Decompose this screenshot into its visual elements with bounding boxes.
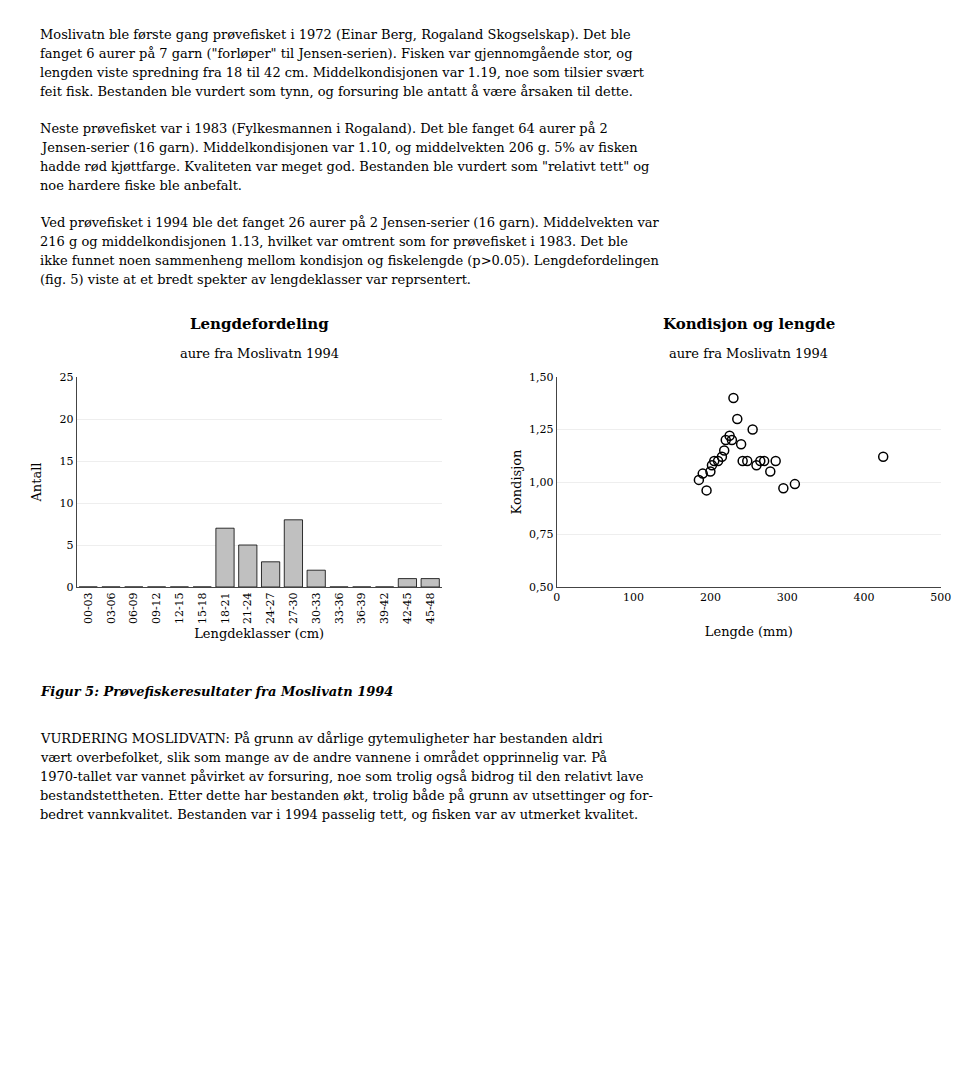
svg-text:200: 200 xyxy=(700,591,721,604)
svg-text:Kondisjon og lengde: Kondisjon og lengde xyxy=(663,315,835,333)
svg-text:39-42: 39-42 xyxy=(378,592,391,624)
svg-text:aure fra Moslivatn 1994: aure fra Moslivatn 1994 xyxy=(669,346,828,361)
svg-text:VURDERING MOSLIDVATN: På grunn: VURDERING MOSLIDVATN: På grunn av dårlig… xyxy=(40,731,603,746)
svg-text:20: 20 xyxy=(60,413,74,426)
svg-text:15-18: 15-18 xyxy=(196,592,209,624)
svg-text:500: 500 xyxy=(930,591,951,604)
svg-text:30-33: 30-33 xyxy=(310,592,323,624)
svg-text:1,25: 1,25 xyxy=(529,423,554,436)
svg-text:feit fisk. Bestanden ble vurde: feit fisk. Bestanden ble vurdert som tyn… xyxy=(40,84,633,99)
svg-text:0,75: 0,75 xyxy=(529,528,554,541)
svg-text:24-27: 24-27 xyxy=(264,592,277,624)
svg-text:10: 10 xyxy=(60,497,74,510)
svg-text:bedret vannkvalitet. Bestanden: bedret vannkvalitet. Bestanden var i 199… xyxy=(40,807,638,822)
svg-text:Lengde (mm): Lengde (mm) xyxy=(705,624,793,639)
svg-text:fanget 6 aurer på 7 garn ("for: fanget 6 aurer på 7 garn ("forløper" til… xyxy=(40,46,632,61)
svg-text:5: 5 xyxy=(67,539,74,552)
svg-text:03-06: 03-06 xyxy=(105,592,118,624)
svg-text:300: 300 xyxy=(777,591,798,604)
svg-text:1,50: 1,50 xyxy=(529,371,554,384)
svg-text:Figur 5: Prøvefiskeresultater: Figur 5: Prøvefiskeresultater fra Mosliv… xyxy=(40,684,393,699)
svg-text:bestandstettheten. Etter dette: bestandstettheten. Etter dette har besta… xyxy=(40,788,653,803)
svg-text:Neste prøvefisket var i 1983 (: Neste prøvefisket var i 1983 (Fylkesmann… xyxy=(40,121,608,136)
svg-text:21-24: 21-24 xyxy=(241,592,254,624)
svg-text:06-09: 06-09 xyxy=(127,592,140,624)
svg-text:18-21: 18-21 xyxy=(219,592,232,624)
svg-text:400: 400 xyxy=(854,591,875,604)
svg-text:Moslivatn ble første gang prøv: Moslivatn ble første gang prøvefisket i … xyxy=(40,27,631,42)
svg-text:0,50: 0,50 xyxy=(529,581,554,594)
svg-text:25: 25 xyxy=(60,371,74,384)
svg-text:hadde rød kjøttfarge. Kvalitet: hadde rød kjøttfarge. Kvaliteten var meg… xyxy=(40,159,649,174)
svg-text:1,00: 1,00 xyxy=(529,476,554,489)
svg-text:42-45: 42-45 xyxy=(401,592,414,624)
svg-text:12-15: 12-15 xyxy=(173,592,186,624)
svg-text:27-30: 27-30 xyxy=(287,592,300,624)
svg-text:45-48: 45-48 xyxy=(424,592,437,624)
svg-text:Jensen-serier (16 garn). Midde: Jensen-serier (16 garn). Middelkondisjon… xyxy=(40,140,638,155)
svg-text:36-39: 36-39 xyxy=(355,592,368,624)
svg-text:ikke funnet noen sammenheng me: ikke funnet noen sammenheng mellom kondi… xyxy=(40,253,659,268)
svg-text:09-12: 09-12 xyxy=(150,592,163,624)
svg-text:0: 0 xyxy=(553,591,560,604)
svg-text:Lengdeklasser (cm): Lengdeklasser (cm) xyxy=(194,626,324,641)
svg-text:vært overbefolket, slik som ma: vært overbefolket, slik som mange av de … xyxy=(40,750,607,765)
svg-text:0: 0 xyxy=(67,581,74,594)
svg-text:00-03: 00-03 xyxy=(82,592,95,624)
svg-text:Lengdefordeling: Lengdefordeling xyxy=(190,315,329,333)
svg-text:noe hardere fiske ble anbefalt: noe hardere fiske ble anbefalt. xyxy=(40,178,242,193)
svg-text:aure fra Moslivatn 1994: aure fra Moslivatn 1994 xyxy=(180,346,339,361)
svg-text:15: 15 xyxy=(60,455,74,468)
svg-text:Antall: Antall xyxy=(29,462,44,502)
svg-text:1970-tallet var vannet påvirke: 1970-tallet var vannet påvirket av forsu… xyxy=(40,769,644,784)
svg-text:33-36: 33-36 xyxy=(333,592,346,624)
svg-text:lengden viste spredning fra 18: lengden viste spredning fra 18 til 42 cm… xyxy=(40,65,645,80)
svg-text:Kondisjon: Kondisjon xyxy=(509,449,524,515)
svg-text:216 g og middelkondisjonen 1.1: 216 g og middelkondisjonen 1.13, hvilket… xyxy=(40,234,628,249)
svg-text:Ved prøvefisket i 1994 ble det: Ved prøvefisket i 1994 ble det fanget 26… xyxy=(40,215,659,230)
svg-text:100: 100 xyxy=(623,591,644,604)
svg-text:(fig. 5) viste at et bredt spe: (fig. 5) viste at et bredt spekter av le… xyxy=(40,272,471,287)
